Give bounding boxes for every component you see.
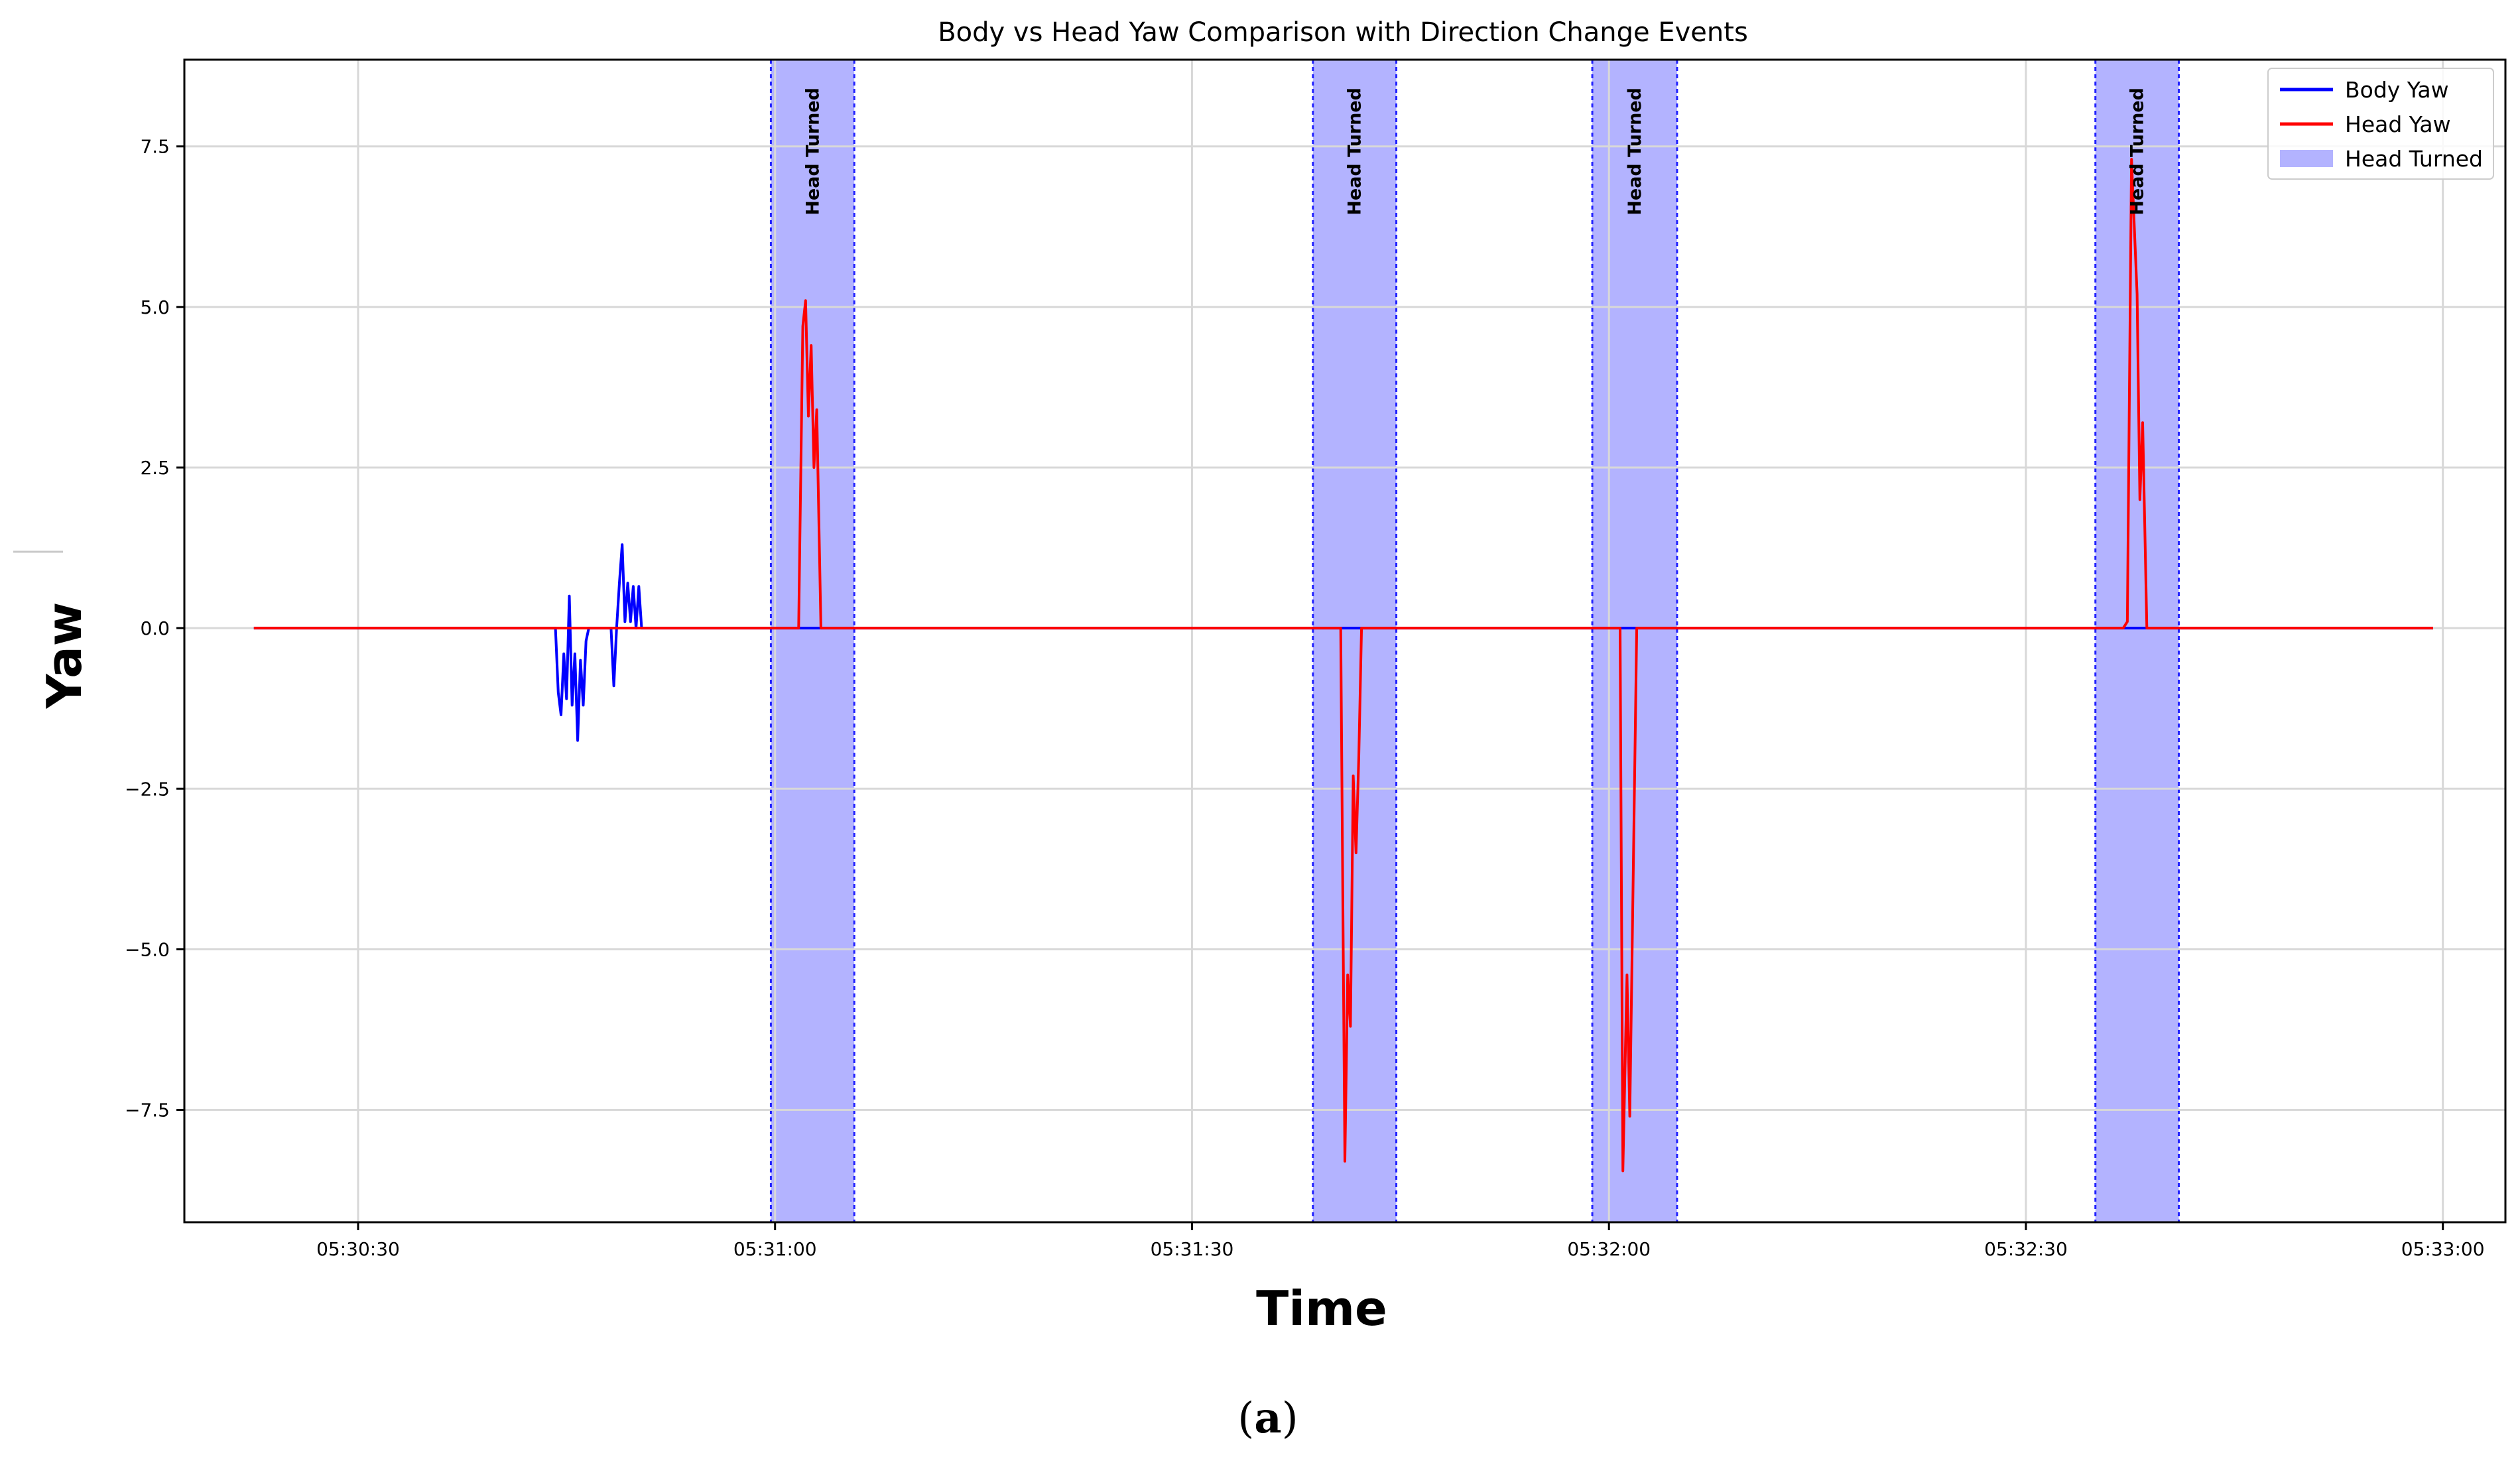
- head-turned-region: [1312, 60, 1397, 1222]
- head-turned-label: Head Turned: [802, 88, 823, 216]
- y-tick-label: 2.5: [140, 457, 170, 479]
- plot-border: [183, 58, 2507, 1224]
- figure-caption: (a): [1237, 1393, 1298, 1443]
- caption-close: ): [1282, 1394, 1298, 1443]
- y-ticks: −7.5 −5.0 −2.5 0.0 2.5 5.0 7.5: [125, 136, 184, 1121]
- legend-label: Head Turned: [2345, 146, 2483, 172]
- chart-title: Body vs Head Yaw Comparison with Directi…: [938, 17, 1748, 48]
- series-lines: [253, 158, 2433, 1172]
- plot-frame: [183, 58, 2507, 1224]
- y-tick-label: −2.5: [125, 778, 170, 800]
- x-tick-label: 05:31:30: [1151, 1238, 1234, 1260]
- y-tick-label: 0.0: [140, 617, 170, 639]
- x-ticks: 05:30:30 05:31:00 05:31:30 05:32:00 05:32:30…: [316, 1222, 2485, 1260]
- y-axis-label: Yaw: [36, 602, 92, 710]
- caption-letter: a: [1254, 1393, 1281, 1443]
- head-turned-label: Head Turned: [2127, 88, 2148, 216]
- head-turned-region: [1592, 60, 1677, 1222]
- x-tick-label: 05:31:00: [733, 1238, 817, 1260]
- head-turned-region: [2095, 60, 2179, 1222]
- x-tick-label: 05:32:00: [1567, 1238, 1651, 1260]
- y-tick-label: 5.0: [140, 296, 170, 318]
- head-turned-label: Head Turned: [1345, 88, 1365, 216]
- legend-swatch: [2280, 150, 2333, 167]
- head-turned-region: [771, 60, 855, 1222]
- caption-open: (: [1237, 1394, 1254, 1443]
- legend-label: Head Yaw: [2345, 111, 2451, 137]
- x-axis-label: Time: [1256, 1281, 1387, 1336]
- legend: Body Yaw Head Yaw Head Turned: [2267, 68, 2494, 180]
- x-tick-label: 05:32:30: [1984, 1238, 2068, 1260]
- head-turned-label: Head Turned: [1625, 88, 1645, 216]
- head-yaw-line: [253, 158, 2433, 1172]
- legend-label: Body Yaw: [2345, 77, 2449, 103]
- head-turned-regions: [769, 60, 2180, 1222]
- x-tick-label: 05:33:00: [2401, 1238, 2485, 1260]
- x-tick-label: 05:30:30: [316, 1238, 400, 1260]
- y-tick-label: −5.0: [125, 938, 170, 960]
- head-turned-labels: Head Turned Head Turned Head Turned Head Tu…: [802, 88, 2147, 216]
- y-tick-label: 7.5: [140, 136, 170, 158]
- y-tick-label: −7.5: [125, 1100, 170, 1121]
